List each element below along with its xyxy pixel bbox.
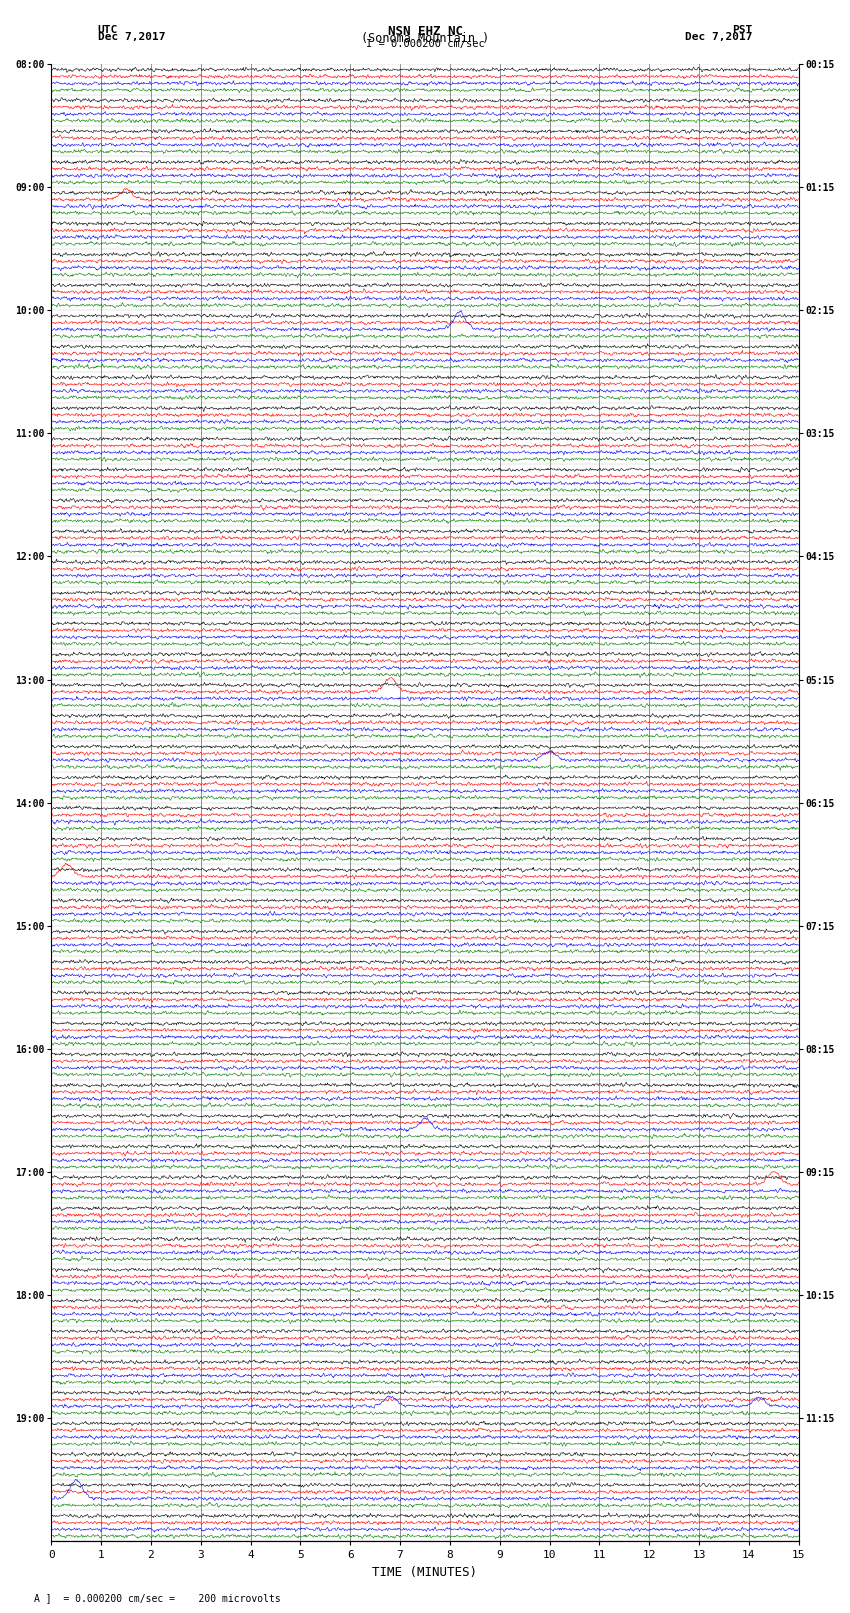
Text: I = 0.000200 cm/sec: I = 0.000200 cm/sec	[366, 39, 484, 50]
Text: (Sonoma Mountain ): (Sonoma Mountain )	[361, 32, 489, 45]
Text: Dec 7,2017: Dec 7,2017	[98, 32, 165, 42]
X-axis label: TIME (MINUTES): TIME (MINUTES)	[372, 1566, 478, 1579]
Text: NSN EHZ NC: NSN EHZ NC	[388, 24, 462, 39]
Text: PST: PST	[732, 24, 752, 35]
Text: Dec 7,2017: Dec 7,2017	[685, 32, 752, 42]
Text: UTC: UTC	[98, 24, 118, 35]
Text: A ]  = 0.000200 cm/sec =    200 microvolts: A ] = 0.000200 cm/sec = 200 microvolts	[34, 1594, 280, 1603]
